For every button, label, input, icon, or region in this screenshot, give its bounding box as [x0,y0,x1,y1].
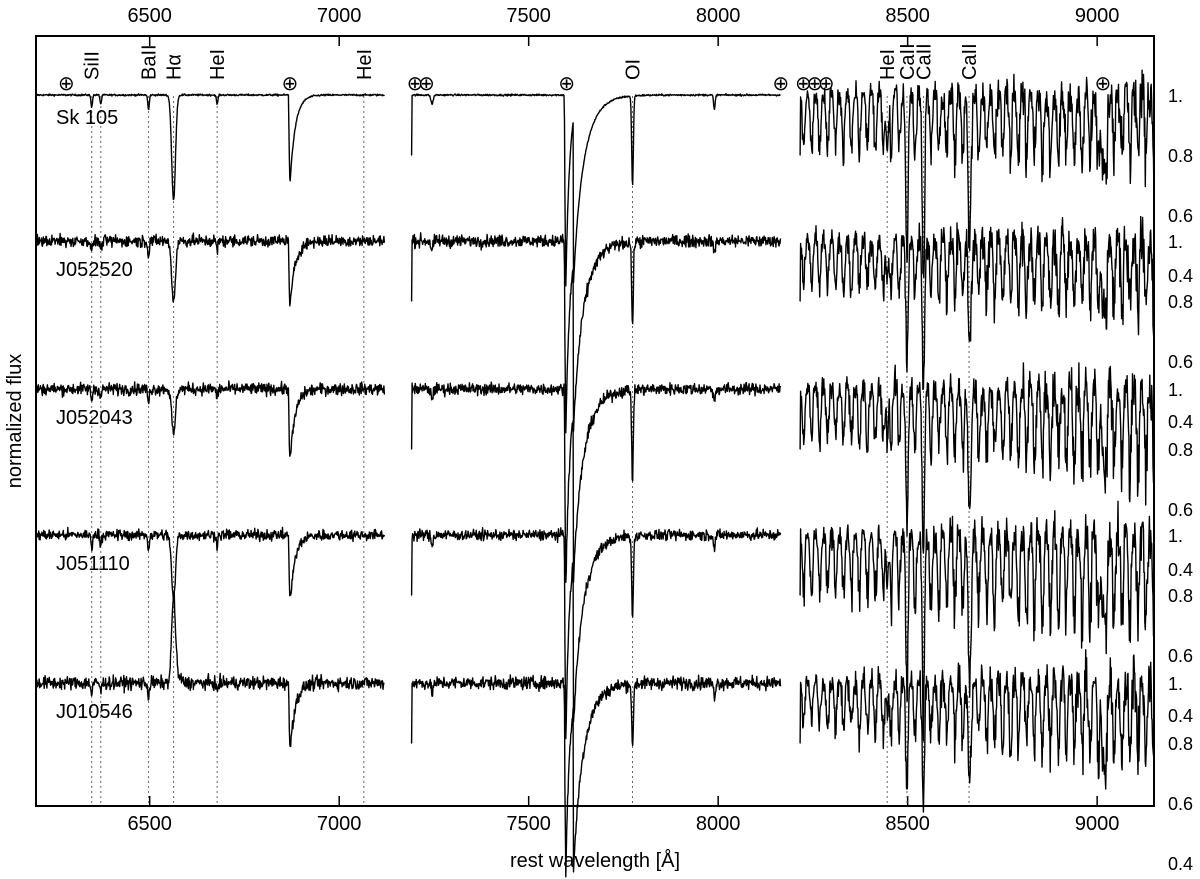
spectrum-line-J052043 [799,362,1155,554]
x-tick-label-bottom: 9000 [1075,813,1120,835]
x-tick-label-bottom: 6500 [127,813,172,835]
x-tick-label-top: 9000 [1075,5,1120,27]
telluric-marker: ⊕ [772,73,789,95]
line-label: HeI [207,49,229,80]
flux-tick-label: 1. [1168,380,1183,400]
telluric-marker: ⊕ [806,73,823,95]
spectrum-line-J052043 [35,380,386,457]
flux-tick-label: 0.6 [1168,794,1193,814]
spectrum-line-J052520 [35,232,386,307]
flux-tick-label: 0.8 [1168,586,1193,606]
series-label: J051110 [56,553,130,575]
line-label: CaII [959,43,981,80]
flux-tick-label: 0.4 [1168,706,1193,726]
line-label: HeI [877,49,899,80]
flux-tick-label: 0.4 [1168,412,1193,432]
spectrum-line-Sk-105 [35,93,385,201]
y-axis-title: normalized flux [4,354,26,489]
line-label: CaII [914,43,936,80]
flux-tick-label: 0.8 [1168,292,1193,312]
flux-tick-label: 1. [1168,526,1183,546]
line-label: HeI [354,49,376,80]
x-tick-label-bottom: 8000 [696,813,741,835]
telluric-marker: ⊕ [282,73,299,95]
flux-tick-label: 1. [1168,86,1183,106]
series-label: J052043 [56,407,133,429]
spectrum-line-Sk-105 [799,69,1155,279]
spectrum-line-J051110 [799,500,1155,742]
telluric-marker: ⊕ [58,73,75,95]
flux-tick-label: 0.6 [1168,500,1193,520]
telluric-marker: ⊕ [418,73,435,95]
x-tick-label-top: 7000 [317,5,362,27]
spectrum-line-J052520 [410,232,782,434]
flux-tick-label: 0.6 [1168,206,1193,226]
telluric-marker: ⊕ [1094,73,1111,95]
flux-tick-label: 0.8 [1168,440,1193,460]
series-label: J010546 [56,701,133,723]
line-label: Hα [164,54,186,80]
x-tick-label-top: 8500 [885,5,930,27]
plot-frame [35,35,1155,807]
x-tick-label-bottom: 7000 [317,813,362,835]
spectrum-line-J052043 [410,381,782,584]
spectrum-line-J051110 [35,526,386,603]
flux-tick-label: 1. [1168,232,1183,252]
flux-tick-label: 0.6 [1168,352,1193,372]
spectra-series: Sk 105 J052520 J052043 J051110 J010546 [35,69,1155,878]
spectrum-line-J010546 [410,674,782,878]
spectrum-line-Sk-105 [410,93,781,287]
line-label: BaII [139,44,161,80]
flux-tick-label: 0.4 [1168,854,1193,874]
flux-scale: 1. 0.8 0.6 0.4 1. 0.8 0.6 0.4 1. 0.8 0.6 0.4 1. 0.8 0.… [1168,86,1193,874]
telluric-marker: ⊕ [407,73,424,95]
spectrum-line-J010546 [35,593,385,748]
line-label: SiII [82,51,104,80]
line-label: OI [623,59,645,80]
line-label: CaII [897,43,919,80]
spectrum-line-J051110 [410,527,782,740]
flux-tick-label: 1. [1168,674,1183,694]
telluric-marker: ⊕ [558,73,575,95]
x-axis-title: rest wavelength [Å] [510,849,680,872]
flux-tick-label: 0.4 [1168,266,1193,286]
series-label: J052520 [56,259,133,281]
spectrum-line-J052520 [799,215,1155,391]
x-tick-label-bottom: 8500 [885,813,930,835]
series-label: Sk 105 [56,107,118,129]
spectrum-line-J010546 [799,649,1155,813]
x-tick-label-top: 7500 [506,5,551,27]
flux-tick-label: 0.4 [1168,560,1193,580]
x-tick-label-top: 8000 [696,5,741,27]
telluric-marker: ⊕ [818,73,835,95]
flux-tick-label: 0.8 [1168,734,1193,754]
flux-tick-label: 0.8 [1168,146,1193,166]
x-axis-ticks: 6500 6500 7000 7000 7500 7500 8000 8000 8500 8500… [127,5,1119,835]
telluric-marker: ⊕ [795,73,812,95]
x-tick-label-bottom: 7500 [506,813,551,835]
flux-tick-label: 0.6 [1168,646,1193,666]
x-tick-label-top: 6500 [127,5,172,27]
